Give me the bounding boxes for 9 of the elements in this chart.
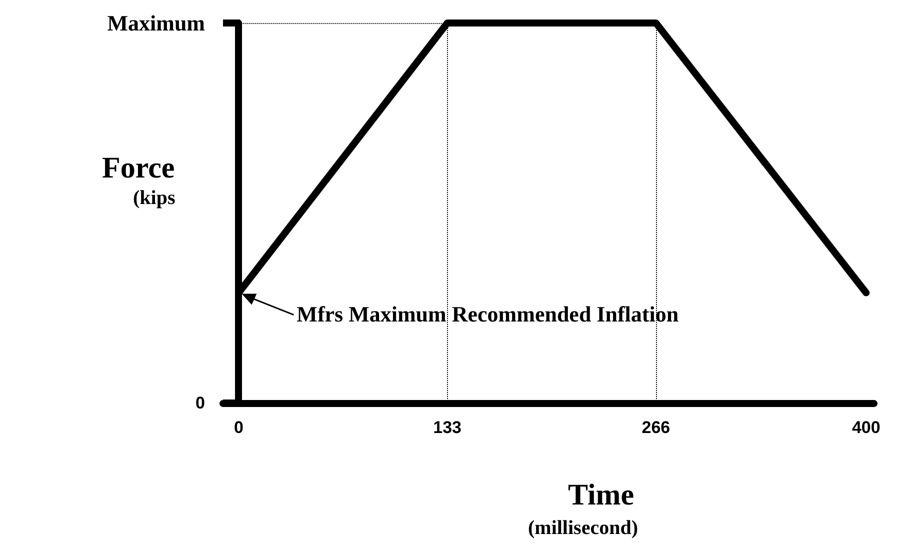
text: 0 — [196, 394, 205, 412]
y-axis-title: Force (kips — [102, 152, 176, 209]
annotation: Mfrs Maximum Recommended Inflation — [296, 301, 679, 326]
text: Maximum — [107, 10, 205, 36]
x-tick-label: 400 — [852, 418, 880, 437]
x-axis-title: Time (millisecond) — [528, 478, 638, 539]
x-tick-label: 266 — [642, 418, 670, 437]
x-tick-label: 0 — [234, 418, 244, 437]
x-tick-label: 133 — [433, 418, 462, 437]
